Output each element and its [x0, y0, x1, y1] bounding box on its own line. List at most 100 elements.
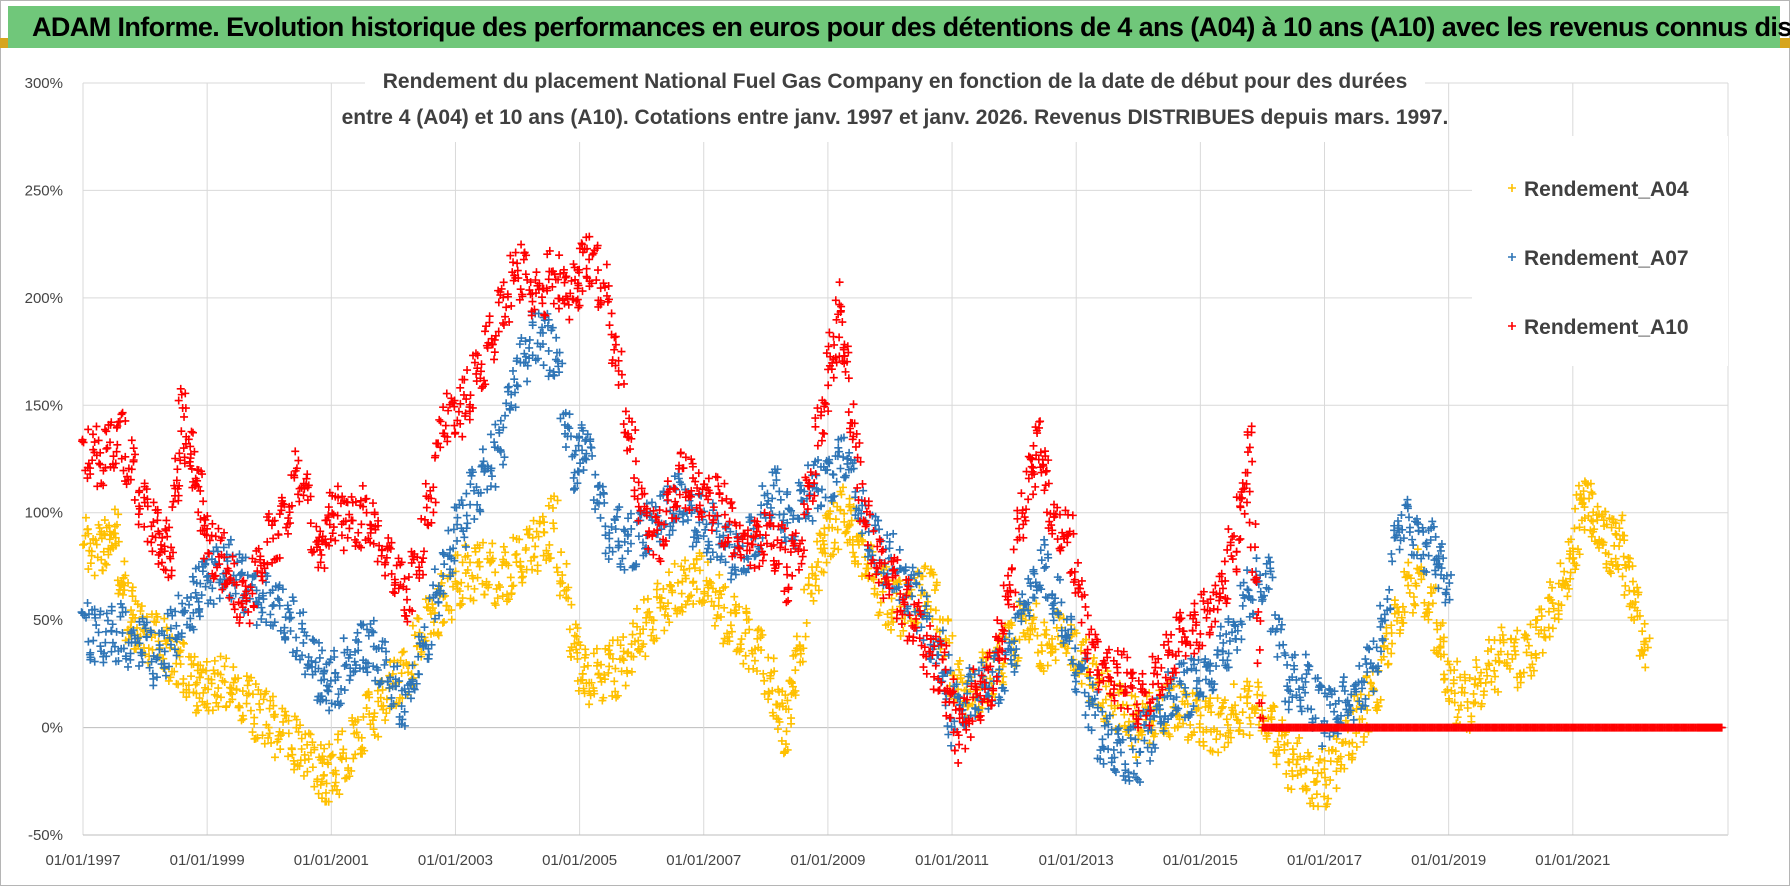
data-point: [845, 448, 854, 457]
data-point: [266, 696, 275, 705]
data-point: [290, 765, 299, 774]
data-point: [591, 470, 600, 479]
data-point: [634, 636, 643, 645]
data-point: [1229, 680, 1238, 689]
data-point: [1199, 741, 1208, 750]
data-point: [769, 654, 778, 663]
data-point: [168, 503, 177, 512]
data-point: [831, 515, 840, 524]
data-point: [1033, 631, 1042, 640]
data-point: [251, 680, 260, 689]
data-point: [442, 389, 451, 398]
data-point: [102, 523, 111, 532]
data-point: [1098, 735, 1107, 744]
data-point: [507, 582, 516, 591]
x-tick-label: 01/01/2017: [1287, 852, 1362, 869]
data-point: [614, 380, 623, 389]
data-point: [618, 554, 627, 563]
data-point: [127, 618, 136, 627]
data-point: [565, 315, 574, 324]
data-point: [754, 625, 763, 634]
data-point: [353, 628, 362, 637]
data-point: [269, 600, 278, 609]
data-point: [84, 425, 93, 434]
data-point: [131, 450, 140, 459]
data-point: [404, 573, 413, 582]
data-point: [679, 517, 688, 526]
data-point: [687, 591, 696, 600]
data-point: [655, 593, 664, 602]
data-point: [1238, 708, 1247, 717]
data-point: [1245, 731, 1254, 740]
data-point: [1119, 771, 1128, 780]
data-point: [130, 495, 139, 504]
data-point: [118, 408, 127, 417]
data-point: [619, 379, 628, 388]
data-point: [1376, 622, 1385, 631]
data-point: [246, 706, 255, 715]
data-point: [442, 601, 451, 610]
data-point: [1195, 737, 1204, 746]
data-point: [714, 519, 723, 528]
data-point: [95, 523, 104, 532]
data-point: [250, 713, 259, 722]
data-point: [1243, 692, 1252, 701]
data-point: [809, 596, 818, 605]
data-point: [660, 626, 669, 635]
data-point: [282, 711, 291, 720]
data-point: [888, 605, 897, 614]
data-point: [1550, 614, 1559, 623]
data-point: [1618, 572, 1627, 581]
data-point: [1237, 635, 1246, 644]
data-point: [80, 540, 89, 549]
data-point: [202, 666, 211, 675]
data-point: [1361, 655, 1370, 664]
data-point: [813, 441, 822, 450]
data-point: [339, 749, 348, 758]
y-tick-label: 50%: [33, 612, 63, 629]
data-point: [284, 729, 293, 738]
data-point: [173, 465, 182, 474]
y-tick-label: 250%: [25, 182, 63, 199]
data-point: [782, 727, 791, 736]
data-point: [464, 582, 473, 591]
data-point: [589, 649, 598, 658]
data-point: [331, 536, 340, 545]
data-point: [83, 525, 92, 534]
data-point: [270, 712, 279, 721]
data-point: [466, 391, 475, 400]
data-point: [649, 550, 658, 559]
data-point: [554, 304, 563, 313]
data-point: [1005, 620, 1014, 629]
data-point: [496, 583, 505, 592]
data-point: [694, 469, 703, 478]
data-point: [647, 498, 656, 507]
data-point: [284, 514, 293, 523]
data-point: [600, 498, 609, 507]
data-point: [517, 567, 526, 576]
data-point: [711, 588, 720, 597]
data-point: [354, 528, 363, 537]
data-point: [373, 557, 382, 566]
data-point: [297, 734, 306, 743]
data-point: [832, 477, 841, 486]
data-point: [705, 577, 714, 586]
data-point: [663, 612, 672, 621]
data-point: [335, 790, 344, 799]
data-point: [572, 632, 581, 641]
data-point: [516, 285, 525, 294]
data-point: [1615, 542, 1624, 551]
data-point: [512, 534, 521, 543]
data-point: [279, 717, 288, 726]
x-tick-label: 01/01/2001: [294, 852, 369, 869]
data-point: [544, 346, 553, 355]
data-point: [553, 496, 562, 505]
data-point: [1233, 645, 1242, 654]
data-point: [636, 629, 645, 638]
data-point: [923, 597, 932, 606]
data-point: [574, 686, 583, 695]
data-point: [337, 755, 346, 764]
data-point: [621, 407, 630, 416]
data-point: [338, 492, 347, 501]
data-point: [555, 591, 564, 600]
